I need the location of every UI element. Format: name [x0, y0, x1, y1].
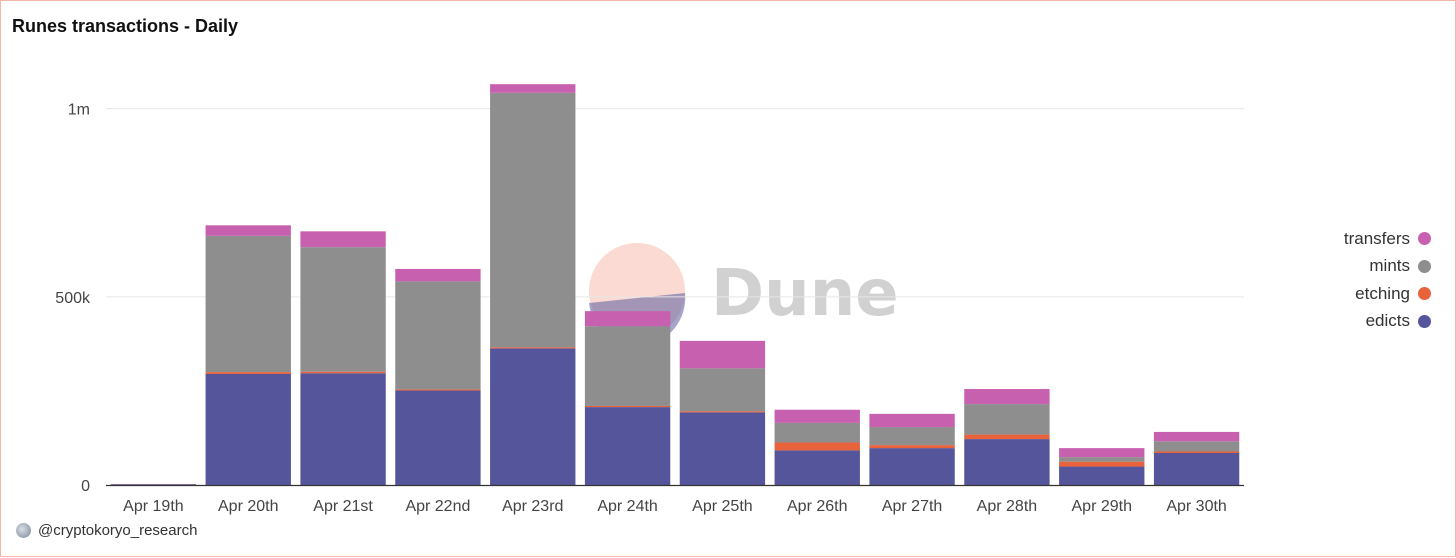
bar-etching: [585, 406, 670, 407]
avatar-icon: [16, 523, 31, 538]
legend-label: etching: [1355, 284, 1410, 304]
bar-mints: [964, 404, 1049, 434]
bar-edicts: [775, 450, 860, 485]
bar-etching: [964, 435, 1049, 440]
bar-mints: [1154, 441, 1239, 451]
credit-text: @cryptokoryo_research: [38, 522, 197, 539]
legend-swatch: [1418, 287, 1431, 300]
x-tick-label: Apr 28th: [977, 498, 1037, 515]
legend-label: edicts: [1366, 311, 1410, 331]
bar-mints: [490, 93, 575, 347]
legend-item-transfers[interactable]: transfers: [1291, 225, 1431, 253]
bar-etching: [680, 411, 765, 412]
bar-edicts: [964, 439, 1049, 485]
legend-label: transfers: [1344, 229, 1410, 249]
legend-item-edicts[interactable]: edicts: [1291, 308, 1431, 336]
bar-edicts: [111, 484, 196, 485]
x-tick-label: Apr 19th: [123, 498, 183, 515]
bar-etching: [300, 372, 385, 374]
bar-mints: [869, 427, 954, 445]
x-tick-label: Apr 26th: [787, 498, 847, 515]
bar-transfers: [206, 225, 291, 236]
bar-transfers: [585, 311, 670, 326]
y-tick-label: 0: [81, 478, 90, 495]
bar-transfers: [680, 341, 765, 368]
legend-item-etching[interactable]: etching: [1291, 280, 1431, 308]
bar-transfers: [964, 389, 1049, 404]
bar-mints: [775, 423, 860, 443]
bar-edicts: [869, 448, 954, 485]
bar-transfers: [775, 410, 860, 423]
x-tick-label: Apr 30th: [1166, 498, 1226, 515]
x-tick-label: Apr 23rd: [502, 498, 563, 515]
chart-legend: transfers mints etching edicts: [1291, 225, 1431, 335]
legend-swatch: [1418, 260, 1431, 273]
bar-etching: [1059, 462, 1144, 467]
bar-edicts: [395, 391, 480, 485]
bar-etching: [1154, 452, 1239, 454]
x-tick-label: Apr 24th: [597, 498, 657, 515]
x-tick-label: Apr 27th: [882, 498, 942, 515]
bar-etching: [206, 372, 291, 374]
x-tick-label: Apr 21st: [313, 498, 373, 515]
y-tick-label: 1m: [68, 102, 90, 119]
legend-label: mints: [1369, 256, 1410, 276]
bar-transfers: [300, 231, 385, 247]
credit: @cryptokoryo_research: [16, 522, 197, 539]
bar-transfers: [1154, 432, 1239, 441]
bar-etching: [490, 347, 575, 348]
bar-mints: [206, 236, 291, 372]
bar-etching: [869, 445, 954, 448]
legend-item-mints[interactable]: mints: [1291, 253, 1431, 281]
bar-edicts: [1154, 453, 1239, 485]
legend-swatch: [1418, 315, 1431, 328]
x-tick-label: Apr 25th: [692, 498, 752, 515]
bar-mints: [395, 281, 480, 389]
legend-swatch: [1418, 232, 1431, 245]
bar-edicts: [206, 374, 291, 485]
bar-transfers: [490, 84, 575, 93]
bar-etching: [775, 442, 860, 450]
bar-mints: [680, 368, 765, 411]
y-tick-label: 500k: [55, 290, 91, 307]
bar-edicts: [680, 412, 765, 485]
bar-transfers: [1059, 448, 1144, 457]
x-tick-label: Apr 22nd: [405, 498, 470, 515]
bar-edicts: [1059, 467, 1144, 485]
bar-edicts: [585, 407, 670, 485]
bar-mints: [585, 326, 670, 406]
x-tick-label: Apr 29th: [1072, 498, 1132, 515]
bar-transfers: [869, 414, 954, 427]
bar-transfers: [395, 269, 480, 281]
bar-etching: [395, 389, 480, 390]
bar-edicts: [300, 373, 385, 485]
bar-mints: [300, 247, 385, 372]
bar-mints: [1059, 457, 1144, 462]
bar-edicts: [490, 348, 575, 485]
x-tick-label: Apr 20th: [218, 498, 278, 515]
